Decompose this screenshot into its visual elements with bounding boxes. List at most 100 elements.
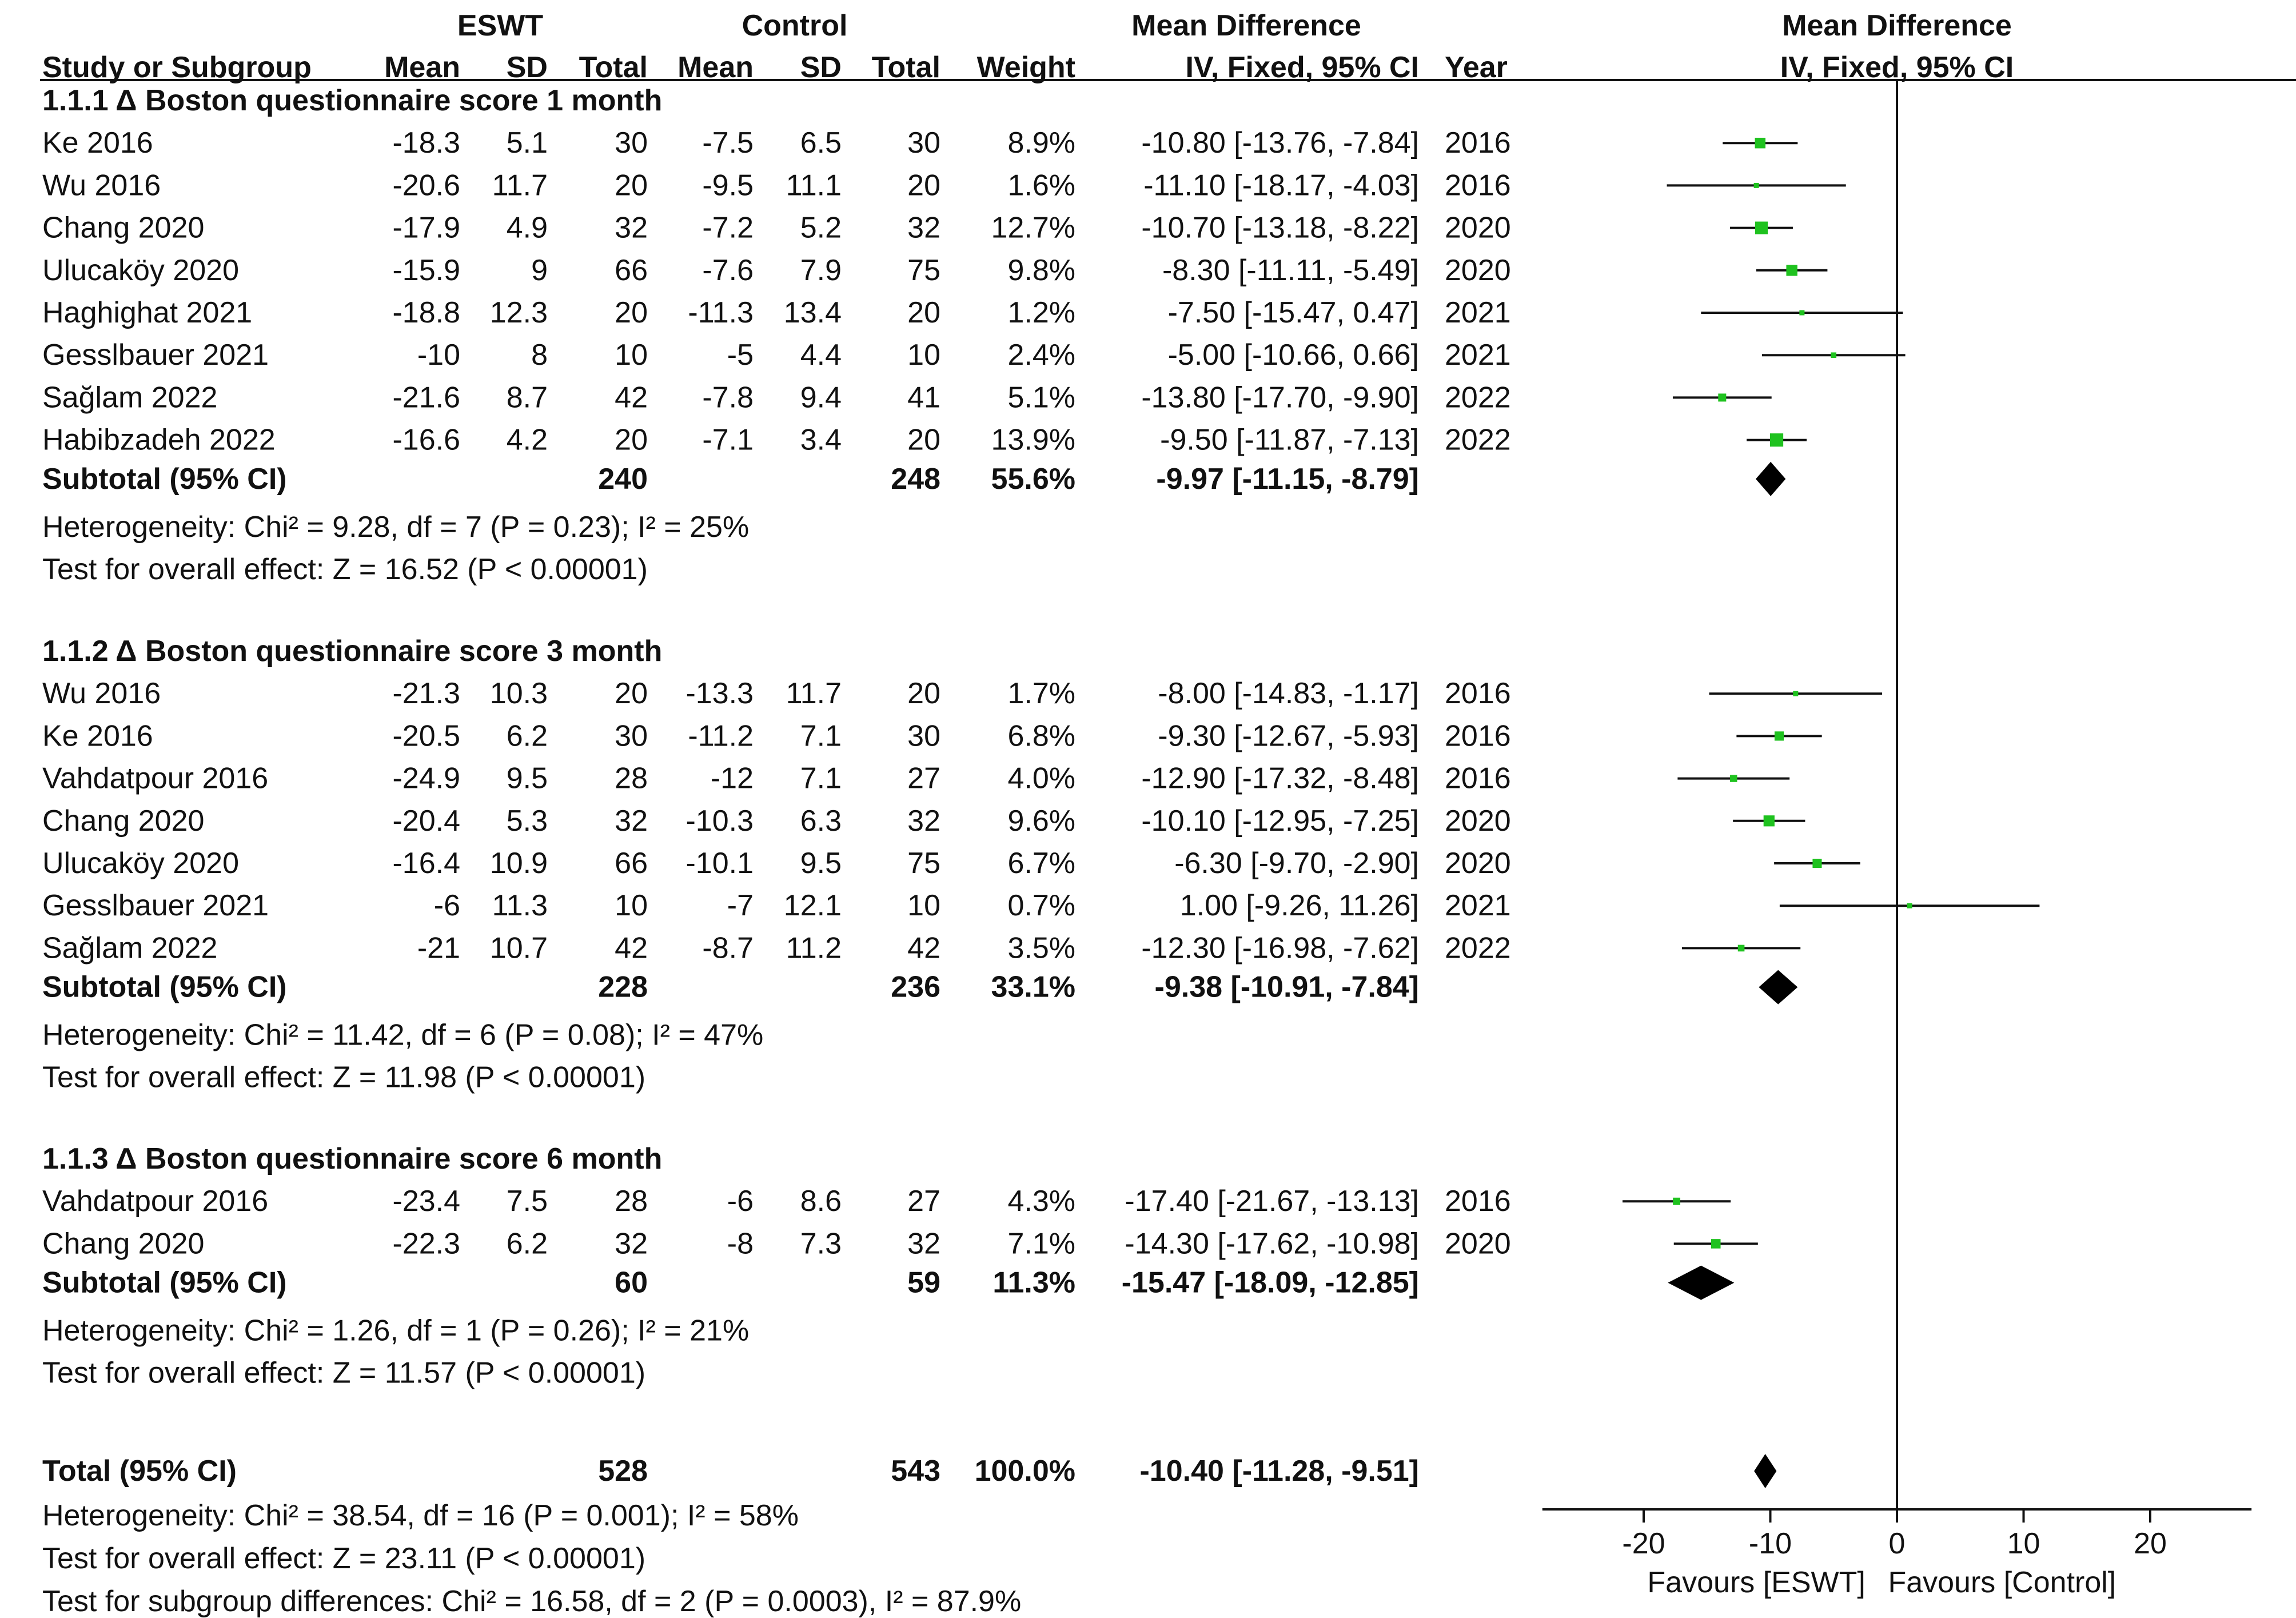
total-ci: -10.40 [-11.28, -9.51] — [1139, 1454, 1419, 1488]
header-weight: Weight — [977, 51, 1075, 84]
header-plot-ci: IV, Fixed, 95% CI — [1780, 51, 2014, 84]
study-year: 2021 — [1445, 338, 1511, 372]
study-mean2: -11.3 — [688, 296, 754, 329]
study-year: 2020 — [1445, 254, 1511, 287]
header-total2: Total — [872, 51, 940, 84]
study-ci: -8.30 [-11.11, -5.49] — [1162, 254, 1419, 287]
study-n1: 28 — [615, 762, 648, 795]
study-mean2: -12 — [711, 762, 754, 795]
study-sd2: 3.4 — [800, 424, 842, 457]
study-sd2: 6.3 — [800, 804, 842, 838]
study-point — [1831, 352, 1837, 358]
total-label: Total (95% CI) — [42, 1454, 237, 1488]
study-sd2: 9.5 — [800, 847, 842, 880]
study-name: Ulucaköy 2020 — [42, 254, 239, 287]
study-sd2: 7.3 — [800, 1227, 842, 1260]
footer-text: Test for subgroup differences: Chi² = 16… — [42, 1585, 1021, 1618]
study-sd2: 8.6 — [800, 1185, 842, 1218]
heterogeneity-text: Heterogeneity: Chi² = 9.28, df = 7 (P = … — [42, 511, 749, 544]
subtotal-label: Subtotal (95% CI) — [42, 971, 287, 1004]
total-diamond — [1754, 1454, 1777, 1488]
header-study: Study or Subgroup — [42, 51, 312, 84]
study-n2: 75 — [907, 847, 940, 880]
study-sd2: 7.1 — [800, 719, 842, 752]
axis-tick-label: 10 — [2007, 1527, 2040, 1560]
plot-marks — [1623, 137, 2040, 1488]
study-sd2: 11.2 — [786, 931, 842, 965]
favours-right-label: Favours [Control] — [1888, 1566, 2116, 1599]
study-n2: 32 — [907, 1227, 940, 1260]
study-n1: 66 — [615, 847, 648, 880]
study-year: 2016 — [1445, 169, 1511, 202]
study-ci: -12.30 [-16.98, -7.62] — [1141, 931, 1419, 965]
axis-tick-label: -10 — [1749, 1527, 1792, 1560]
study-n1: 20 — [615, 677, 648, 710]
total-weight: 100.0% — [975, 1454, 1075, 1488]
study-ci: -8.00 [-14.83, -1.17] — [1158, 677, 1419, 710]
study-n1: 30 — [615, 719, 648, 752]
total-n2: 543 — [891, 1454, 940, 1488]
axis-tick-label: 20 — [2134, 1527, 2167, 1560]
study-mean2: -11.2 — [688, 719, 754, 752]
study-weight: 1.6% — [1007, 169, 1075, 202]
header-sd2: SD — [800, 51, 842, 84]
x-axis: -20 -10 0 10 20 Favours [ESWT] Favours [Contro… — [1542, 80, 2252, 1599]
subtotal-label: Subtotal (95% CI) — [42, 463, 287, 496]
study-weight: 8.9% — [1007, 126, 1075, 160]
subtotal-n1: 228 — [598, 971, 648, 1004]
study-year: 2020 — [1445, 804, 1511, 838]
table-rows: 1.1.1 Δ Boston questionnaire score 1 mon… — [42, 84, 1511, 1618]
study-mean1: -24.9 — [392, 762, 460, 795]
header-mean2: Mean — [677, 51, 754, 84]
study-n1: 10 — [615, 889, 648, 922]
study-weight: 9.6% — [1007, 804, 1075, 838]
study-point — [1753, 182, 1759, 188]
study-n1: 42 — [615, 931, 648, 965]
overall-effect-text: Test for overall effect: Z = 16.52 (P < … — [42, 553, 648, 586]
study-sd2: 5.2 — [800, 212, 842, 245]
study-sd2: 9.4 — [800, 381, 842, 414]
study-mean2: -7.6 — [702, 254, 754, 287]
study-n2: 30 — [907, 719, 940, 752]
subgroup-title: 1.1.2 Δ Boston questionnaire score 3 mon… — [42, 635, 662, 668]
study-ci: -10.80 [-13.76, -7.84] — [1141, 126, 1419, 160]
study-mean2: -5 — [727, 338, 754, 372]
study-mean1: -15.9 — [392, 254, 460, 287]
study-ci: -9.30 [-12.67, -5.93] — [1158, 719, 1419, 752]
study-sd2: 7.1 — [800, 762, 842, 795]
subtotal-diamond — [1759, 970, 1798, 1005]
study-sd1: 8.7 — [507, 381, 548, 414]
study-name: Wu 2016 — [42, 677, 161, 710]
subtotal-ci: -15.47 [-18.09, -12.85] — [1122, 1266, 1419, 1300]
study-n1: 32 — [615, 1227, 648, 1260]
study-mean1: -10 — [417, 338, 460, 372]
study-sd1: 11.3 — [492, 889, 548, 922]
study-n1: 32 — [615, 804, 648, 838]
study-weight: 12.7% — [991, 212, 1075, 245]
study-mean1: -20.4 — [392, 804, 460, 838]
favours-left-label: Favours [ESWT] — [1647, 1566, 1865, 1599]
study-point — [1774, 731, 1784, 741]
study-n2: 20 — [907, 424, 940, 457]
study-name: Ulucaköy 2020 — [42, 847, 239, 880]
study-point — [1730, 775, 1737, 782]
study-point — [1812, 858, 1822, 868]
study-n2: 20 — [907, 677, 940, 710]
study-mean1: -16.6 — [392, 424, 460, 457]
study-n2: 75 — [907, 254, 940, 287]
study-mean2: -7.5 — [702, 126, 754, 160]
study-weight: 2.4% — [1007, 338, 1075, 372]
study-point — [1718, 393, 1727, 402]
study-year: 2022 — [1445, 424, 1511, 457]
study-sd2: 6.5 — [800, 126, 842, 160]
overall-effect-text: Test for overall effect: Z = 11.57 (P < … — [42, 1357, 645, 1390]
header-sd1: SD — [507, 51, 548, 84]
study-n1: 20 — [615, 169, 648, 202]
study-sd1: 4.2 — [507, 424, 548, 457]
header-group-md: Mean Difference — [1131, 9, 1361, 42]
study-sd1: 11.7 — [492, 169, 548, 202]
study-n2: 42 — [907, 931, 940, 965]
header-group-control: Control — [742, 9, 848, 42]
study-sd1: 4.9 — [507, 212, 548, 245]
